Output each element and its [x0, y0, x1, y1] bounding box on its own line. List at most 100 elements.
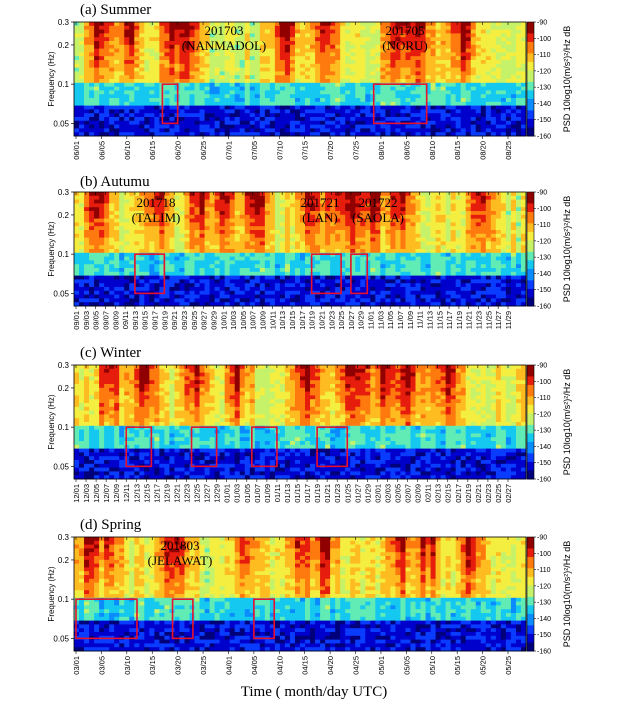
spectrogram-cell [460, 71, 467, 76]
spectrogram-cell [400, 48, 406, 53]
spectrogram-cell [249, 237, 256, 242]
spectrogram-cell [325, 233, 331, 238]
spectrogram-cell [234, 195, 241, 200]
spectrogram-cell [445, 79, 452, 84]
spectrogram-cell [385, 132, 391, 137]
spectrogram-cell [229, 48, 236, 53]
spectrogram-cell [274, 214, 281, 219]
spectrogram-cell [365, 117, 371, 122]
spectrogram-cell [430, 226, 436, 231]
spectrogram-cell [390, 275, 396, 280]
spectrogram-cell [249, 25, 256, 30]
spectrogram-cell [229, 294, 236, 299]
spectrogram-cell [495, 22, 502, 27]
spectrogram-cell [109, 22, 115, 27]
spectrogram-cell [305, 192, 311, 197]
spectrogram-cell [259, 132, 266, 137]
x-axis-label: Time ( month/day UTC) [241, 684, 388, 700]
spectrogram-cell [84, 132, 90, 137]
spectrogram-cell [124, 256, 130, 261]
spectrogram-cell [294, 29, 301, 34]
spectrogram-cell [74, 120, 80, 125]
spectrogram-cell [395, 29, 401, 34]
spectrogram-cell [410, 302, 416, 307]
spectrogram-cell [229, 128, 236, 133]
spectrogram-cell [345, 48, 351, 53]
spectrogram-cell [355, 60, 361, 65]
spectrogram-cell [279, 264, 286, 269]
spectrogram-cell [370, 124, 376, 129]
spectrogram-cell [109, 52, 115, 57]
spectrogram-cell [380, 256, 386, 261]
spectrogram-cell [164, 271, 170, 276]
spectrogram-cell [274, 287, 281, 292]
spectrogram-cell [79, 283, 85, 288]
spectrogram-cell [495, 79, 502, 84]
spectrogram-cell [269, 71, 276, 76]
spectrogram-cell [184, 298, 190, 303]
spectrogram-cell [300, 60, 306, 65]
spectrogram-cell [345, 241, 351, 246]
spectrogram-cell [144, 67, 150, 72]
spectrogram-cell [405, 25, 411, 30]
spectrogram-cell [315, 211, 321, 216]
spectrogram-cell [149, 192, 155, 197]
spectrogram-cell [460, 60, 467, 65]
spectrogram-cell [355, 275, 361, 280]
spectrogram-cell [490, 98, 497, 103]
spectrogram-cell [219, 245, 226, 250]
spectrogram-cell [370, 128, 376, 133]
spectrogram-cell [119, 132, 125, 137]
spectrogram-cell [244, 241, 251, 246]
spectrogram-cell [390, 101, 396, 106]
spectrogram-cell [229, 117, 236, 122]
spectrogram-cell [490, 109, 497, 114]
spectrogram-cell [74, 233, 80, 238]
spectrogram-cell [129, 128, 135, 133]
spectrogram-cell [305, 237, 311, 242]
spectrogram-cell [99, 294, 105, 299]
spectrogram-cell [194, 218, 200, 223]
spectrogram-cell [320, 211, 326, 216]
spectrogram-cell [124, 75, 130, 80]
spectrogram-cell [279, 245, 286, 250]
spectrogram-cell [325, 60, 331, 65]
spectrogram-cell [144, 214, 150, 219]
spectrogram-cell [244, 94, 251, 99]
spectrogram-cell [520, 48, 527, 53]
spectrogram-cell [450, 33, 457, 38]
spectrogram-cell [315, 109, 321, 114]
spectrogram-cell [515, 117, 522, 122]
spectrogram-cell [380, 79, 386, 84]
spectrogram-cell [199, 222, 205, 227]
spectrogram-cell [159, 33, 165, 38]
spectrogram-cell [79, 109, 85, 114]
spectrogram-cell [395, 271, 401, 276]
spectrogram-cell [335, 124, 341, 129]
spectrogram-cell [395, 211, 401, 216]
spectrogram-cell [510, 113, 517, 118]
spectrogram-cell [254, 237, 261, 242]
spectrogram-cell [129, 237, 135, 242]
spectrogram-cell [259, 41, 266, 46]
spectrogram-cell [430, 256, 436, 261]
spectrogram-cell [435, 29, 442, 34]
spectrogram-cell [294, 120, 301, 125]
spectrogram-cell [129, 33, 135, 38]
spectrogram-cell [259, 33, 266, 38]
spectrogram-cell [159, 260, 165, 265]
colorbar-frame [526, 21, 535, 137]
spectrogram-cell [490, 37, 497, 42]
spectrogram-cell [300, 79, 306, 84]
spectrogram-cell [460, 82, 467, 87]
spectrogram-cell [370, 67, 376, 72]
spectrogram-cell [380, 287, 386, 292]
spectrogram-cell [425, 94, 431, 99]
spectrogram-cell [340, 199, 346, 204]
spectrogram-cell [415, 207, 421, 212]
spectrogram-cell [365, 230, 371, 235]
spectrogram-cell [400, 132, 406, 137]
spectrogram-cell [335, 264, 341, 269]
spectrogram-cell [289, 192, 296, 197]
spectrogram-cell [440, 79, 447, 84]
